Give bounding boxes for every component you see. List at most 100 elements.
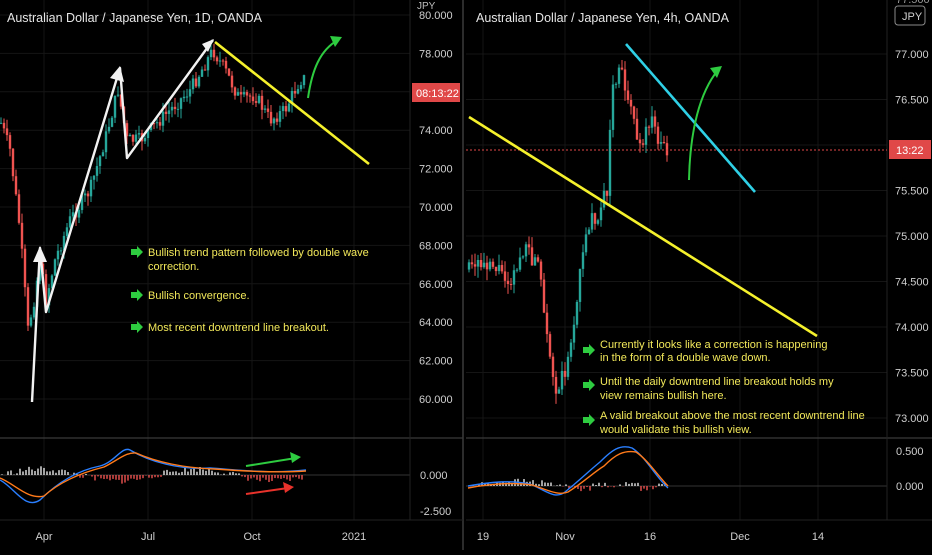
candle-body <box>65 227 69 236</box>
candle-body <box>512 270 516 285</box>
right-chart-title[interactable]: Australian Dollar / Japanese Yen, 4h, OA… <box>476 11 730 25</box>
candle-body <box>104 131 108 153</box>
candle-body <box>47 288 51 306</box>
note-line: correction. <box>148 261 199 273</box>
candle-body <box>146 130 150 139</box>
candle-body <box>119 94 123 107</box>
candle-body <box>269 111 273 124</box>
candle-body <box>11 148 15 177</box>
candle-body <box>545 312 549 335</box>
candle-body <box>227 68 231 76</box>
candle-body <box>101 152 105 157</box>
candle-body <box>53 259 57 276</box>
signal-line <box>0 452 307 498</box>
time-tick-label: Dec <box>730 531 750 543</box>
candle-body <box>32 306 36 318</box>
candle-body <box>617 67 621 84</box>
candle-body <box>278 111 282 122</box>
candle-body <box>95 166 99 176</box>
price-tick-label: 80.000 <box>419 10 453 22</box>
candle-body <box>131 134 135 142</box>
note-line: Bullish trend pattern followed by double… <box>148 247 369 259</box>
osc-tick-label: 0.500 <box>896 446 924 458</box>
candle-body <box>299 85 303 90</box>
candle-body <box>620 67 624 70</box>
candle-body <box>29 317 33 326</box>
macd-line <box>467 446 669 496</box>
price-tick-label: 77.500 <box>896 0 930 6</box>
left-currency-badge[interactable]: JPY <box>417 1 436 12</box>
candle-body <box>629 99 633 107</box>
candle-body <box>5 128 9 136</box>
left-grid <box>0 0 410 520</box>
note-arrow-icon <box>131 321 143 333</box>
candle-body <box>548 334 552 357</box>
price-tick-label: 74.500 <box>895 277 929 289</box>
candle-body <box>599 207 603 221</box>
candle-body <box>59 250 63 252</box>
candle-body <box>260 95 264 110</box>
candle-body <box>185 96 189 98</box>
candle-body <box>284 106 288 112</box>
price-tick-label: 78.000 <box>419 48 453 60</box>
note-line: would validate this bullish view. <box>599 424 752 436</box>
candle-body <box>641 143 645 145</box>
left-downtrend-line[interactable] <box>214 40 370 166</box>
candle-body <box>665 143 669 156</box>
candle-body <box>251 96 255 102</box>
left-white-wave[interactable] <box>30 39 214 403</box>
time-tick-label: 19 <box>477 531 489 543</box>
note-arrow-icon <box>131 246 143 258</box>
price-tick-label: 66.000 <box>419 279 453 291</box>
candle-body <box>515 269 519 271</box>
candle-body <box>164 111 168 114</box>
time-tick-label: 14 <box>812 531 824 543</box>
time-tick-label: Oct <box>243 531 260 543</box>
candle-body <box>650 116 654 128</box>
candle-body <box>608 129 612 196</box>
left-green-osc-arrow[interactable] <box>245 457 297 467</box>
right-green-arrow[interactable] <box>688 69 719 181</box>
candle-body <box>26 287 30 326</box>
price-tick-label: 72.000 <box>419 164 453 176</box>
left-time-scale[interactable]: Apr Jul Oct 2021 <box>35 531 366 543</box>
left-chart-title[interactable]: Australian Dollar / Japanese Yen, 1D, OA… <box>7 11 263 25</box>
candle-body <box>158 122 162 126</box>
candle-body <box>614 83 618 85</box>
right-short-downtrend-line[interactable] <box>625 43 756 193</box>
right-long-downtrend-line[interactable] <box>468 115 818 338</box>
left-red-osc-arrow[interactable] <box>245 487 289 495</box>
left-wave-arrowhead-3 <box>202 39 214 52</box>
note-line: view remains bullish here. <box>600 390 727 402</box>
right-time-scale[interactable]: 19 Nov 16 Dec 14 <box>477 531 824 543</box>
candle-body <box>533 257 537 266</box>
candle-body <box>473 264 477 267</box>
right-currency-badge-box[interactable] <box>894 5 926 26</box>
candle-body <box>242 92 246 95</box>
candle-body <box>497 265 501 272</box>
candle-body <box>470 262 474 265</box>
candle-body <box>590 213 594 230</box>
candle-body <box>500 265 504 272</box>
candle-body <box>623 69 627 91</box>
left-price-scale[interactable]: 80.00078.00076.00074.00072.00070.00068.0… <box>419 10 453 518</box>
candle-body <box>536 257 540 262</box>
candle-body <box>611 84 615 130</box>
candle-body <box>191 78 195 90</box>
candle-body <box>518 257 522 270</box>
candle-body <box>551 356 555 377</box>
candle-body <box>50 275 54 289</box>
right-currency-badge[interactable]: JPY <box>902 11 923 23</box>
candle-body <box>638 139 642 144</box>
candle-body <box>221 60 225 62</box>
right-price-scale[interactable]: 77.50077.00076.50076.00075.50075.00074.5… <box>895 0 930 493</box>
candle-body <box>206 57 210 71</box>
candle-body <box>632 106 636 119</box>
right-grid <box>466 0 887 520</box>
candle-body <box>296 89 300 94</box>
candle-body <box>524 244 528 257</box>
candle-body <box>113 95 117 118</box>
candle-body <box>272 118 276 124</box>
left-red-osc-arrowhead <box>283 482 294 493</box>
